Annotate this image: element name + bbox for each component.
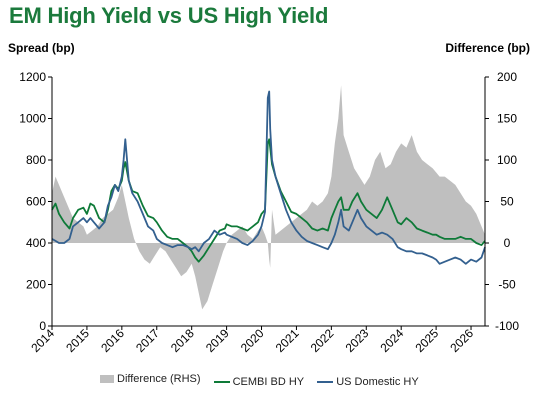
y-tick-label-right: 150 [497, 112, 517, 126]
legend-item-us: US Domestic HY [317, 376, 419, 388]
legend-label-us: US Domestic HY [336, 376, 419, 388]
x-tick-label: 2026 [447, 326, 476, 355]
x-tick-label: 2015 [63, 326, 92, 355]
y-tick-label-right: 0 [504, 236, 511, 250]
y-tick-label-right: 50 [500, 195, 514, 209]
y-axis-left-label: Spread (bp) [8, 41, 75, 55]
legend-label-difference: Difference (RHS) [117, 373, 201, 385]
y-tick-label-right: -50 [498, 278, 516, 292]
y-tick-label-left: 1000 [19, 112, 46, 126]
y-tick-label-left: 800 [26, 153, 46, 167]
y-tick-label-right: 200 [497, 70, 517, 84]
x-tick-label: 2019 [203, 326, 232, 355]
chart-title: EM High Yield vs US High Yield [9, 3, 329, 28]
legend: Difference (RHS) CEMBI BD HY US Domestic… [100, 373, 429, 388]
legend-label-cembi: CEMBI BD HY [232, 376, 305, 388]
legend-item-difference: Difference (RHS) [100, 373, 201, 385]
difference-area [52, 85, 485, 310]
x-tick-label: 2024 [378, 326, 407, 355]
legend-swatch-difference [100, 375, 114, 383]
y-tick-label-left: 1200 [19, 70, 46, 84]
x-tick-label: 2016 [98, 326, 127, 355]
legend-swatch-cembi [213, 381, 230, 383]
y-tick-label-right: -100 [495, 319, 519, 333]
y-axis-right-label: Difference (bp) [445, 41, 530, 55]
axes-group: 0 200 400 600 800 1000 1200 -100 -50 0 50 100 150 200… [19, 70, 519, 355]
us-domestic-hy-line [51, 90, 486, 265]
x-tick-label: 2014 [28, 326, 57, 355]
spread-lines-group [51, 90, 486, 265]
y-tick-label-left: 200 [26, 278, 46, 292]
y-tick-label-left: 600 [26, 195, 46, 209]
x-tick-label: 2025 [412, 326, 441, 355]
x-tick-label: 2023 [343, 326, 372, 355]
difference-area-group [52, 85, 485, 310]
x-tick-label: 2020 [238, 326, 267, 355]
x-tick-label: 2021 [273, 326, 302, 355]
y-tick-label-left: 0 [39, 319, 46, 333]
legend-item-cembi: CEMBI BD HY [213, 376, 305, 388]
x-tick-label: 2018 [168, 326, 197, 355]
legend-swatch-us [317, 381, 334, 383]
x-tick-label: 2022 [308, 326, 337, 355]
y-tick-label-right: 100 [497, 153, 517, 167]
x-tick-label: 2017 [133, 326, 162, 355]
y-tick-label-left: 400 [26, 236, 46, 250]
